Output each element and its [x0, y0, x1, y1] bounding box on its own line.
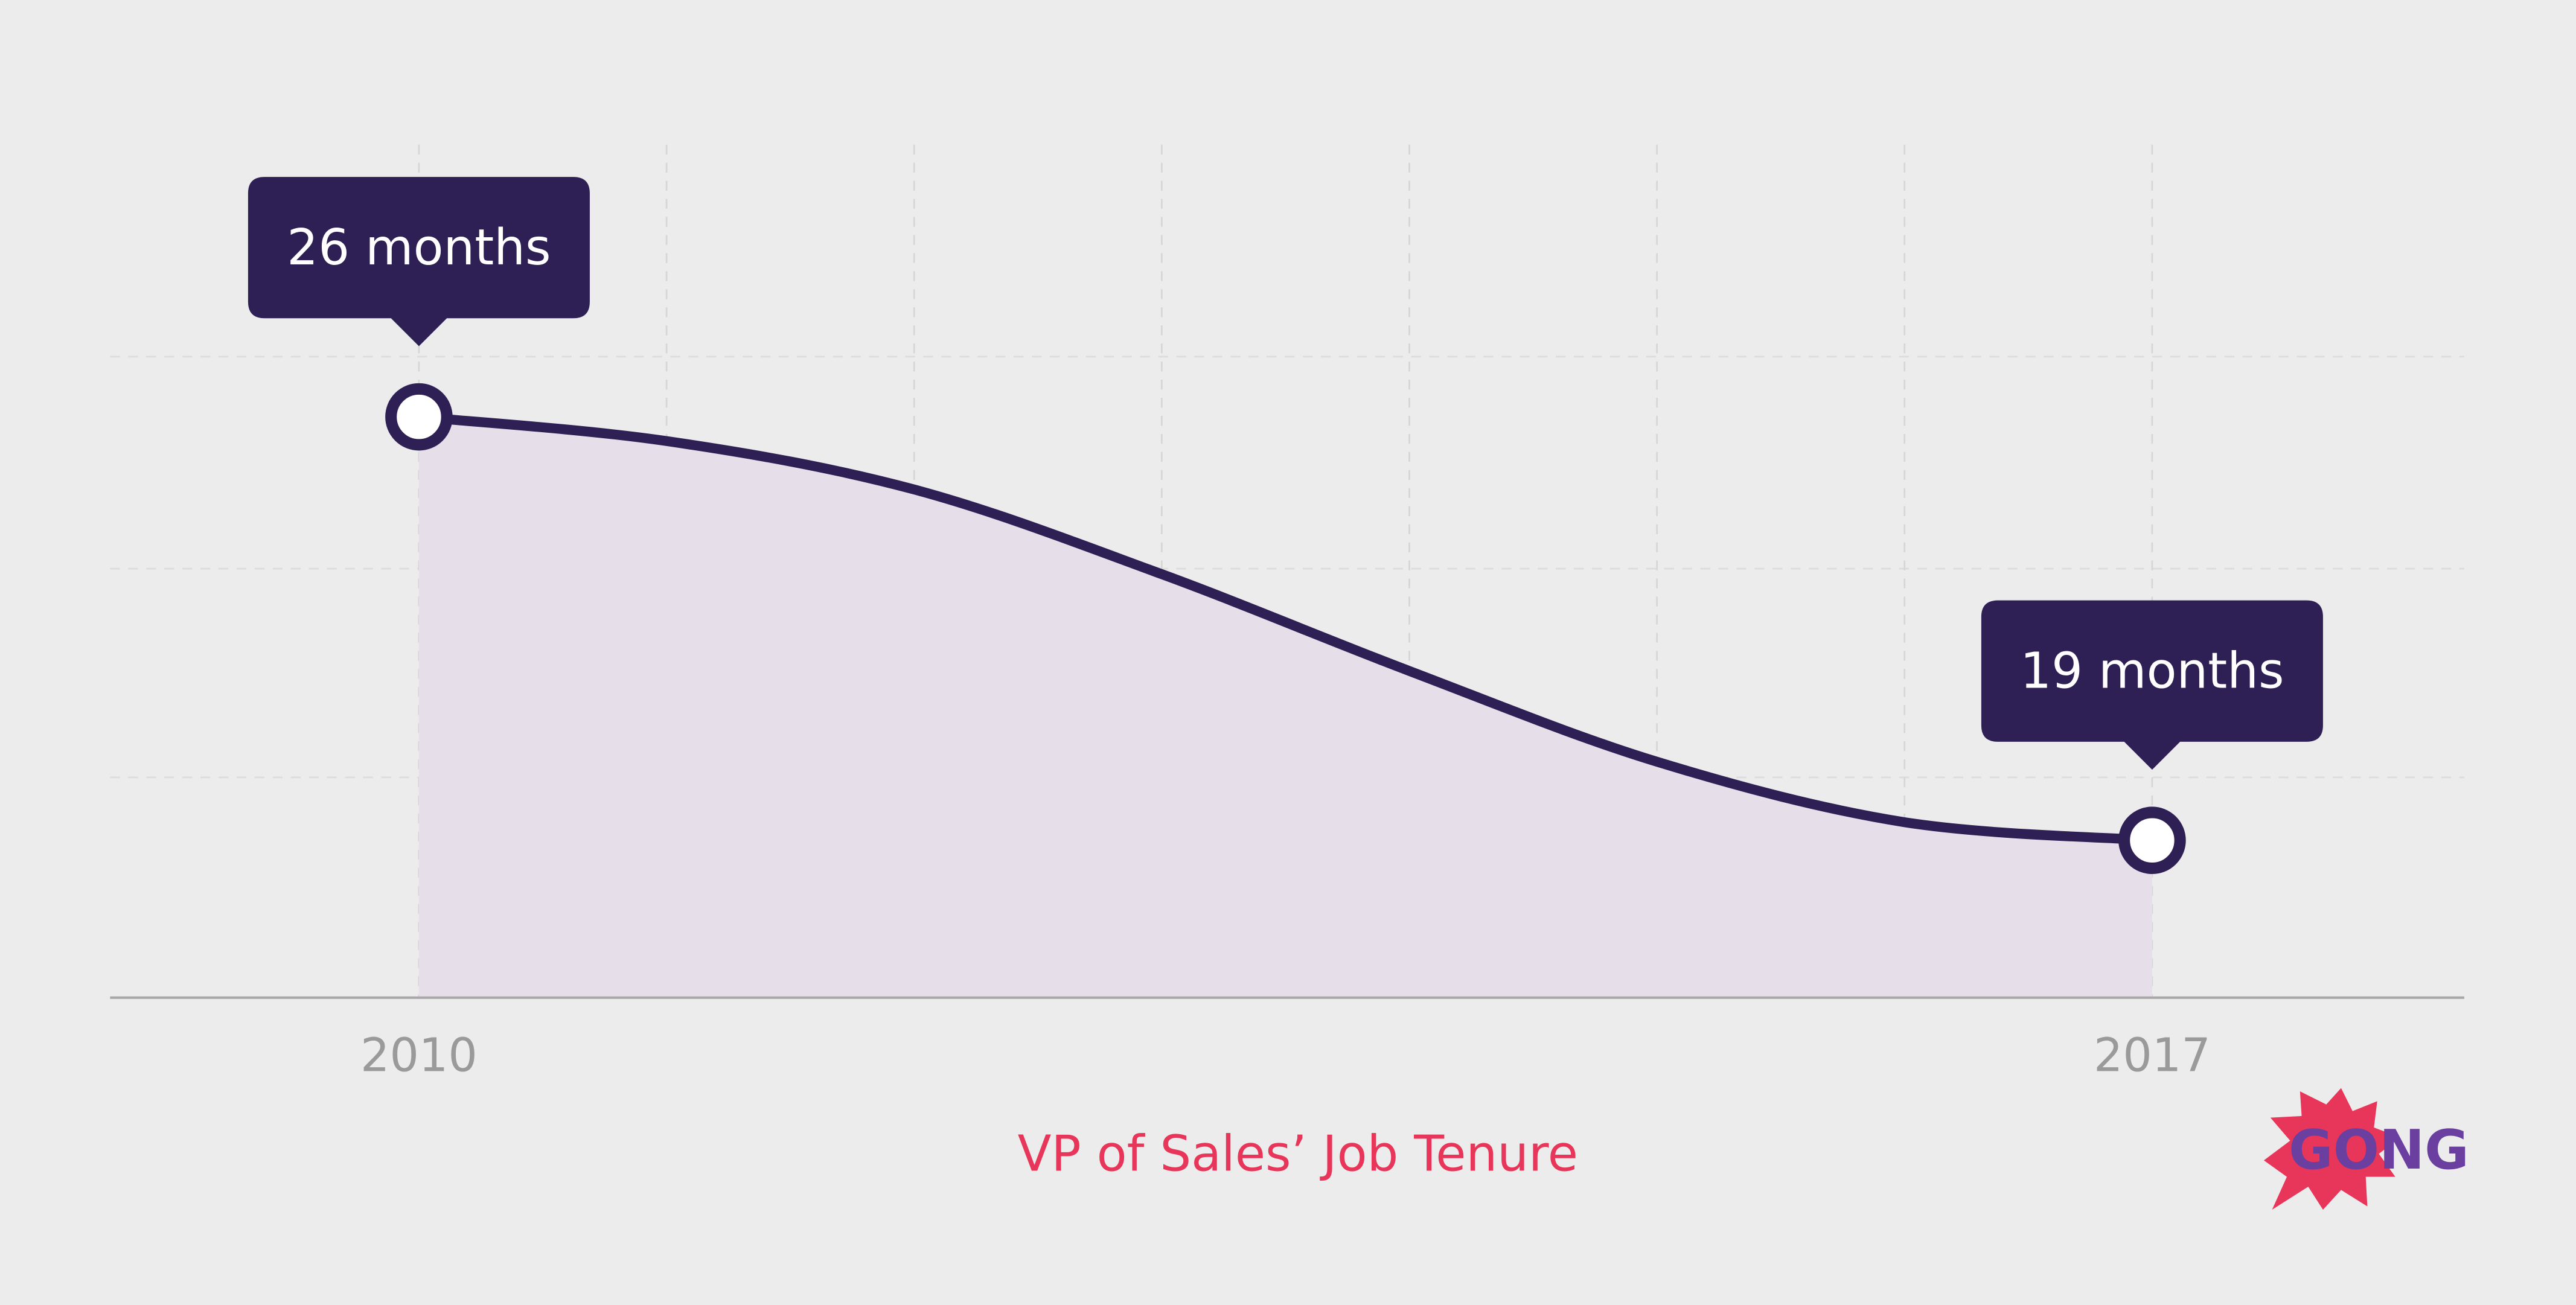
point: [385, 383, 453, 451]
plot: 26 months 19 months: [248, 177, 2323, 998]
chart-title: VP of Sales’ Job Tenure: [1018, 1125, 1578, 1182]
logo-text: GONG: [2289, 1119, 2469, 1182]
labels: 2010 2017: [360, 1029, 2211, 1082]
point: [2118, 806, 2186, 875]
x-tick-label: 2010: [360, 1029, 478, 1082]
area: [418, 416, 2152, 998]
callout-box: [248, 177, 590, 346]
logo: GONG: [2263, 1088, 2469, 1210]
data-label: 19 months: [2020, 643, 2284, 700]
x-tick-label: 2017: [2094, 1029, 2211, 1082]
callout-box: [1981, 600, 2323, 770]
logo-burst: [2263, 1088, 2400, 1210]
line: [414, 412, 2158, 846]
data-label: 26 months: [287, 219, 551, 276]
